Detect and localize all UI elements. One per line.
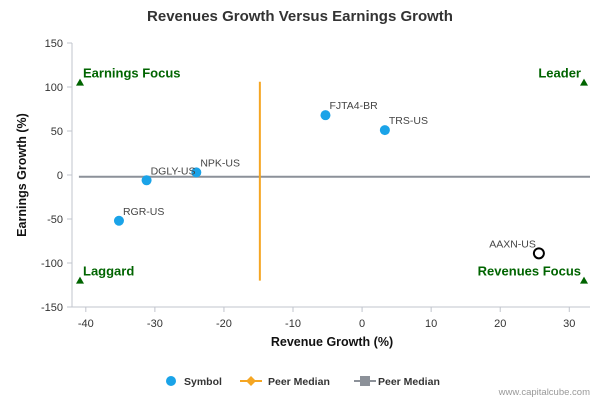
quadrant-marker-bottom-right	[580, 276, 588, 284]
quadrant-label-revenues-focus: Revenues Focus	[478, 264, 581, 279]
y-tick-label: 0	[57, 170, 63, 182]
x-tick-label: 20	[494, 318, 506, 330]
y-tick-label: -50	[47, 214, 63, 226]
legend-peer-median-y-marker	[360, 376, 370, 386]
quadrant-labels: Earnings Focus Leader Laggard Revenues F…	[76, 66, 588, 284]
legend[interactable]: Symbol Peer Median Peer Median	[166, 376, 440, 388]
y-tick-label: 150	[45, 38, 63, 50]
data-point-label: RGR-US	[123, 206, 164, 218]
legend-symbol-marker	[166, 376, 176, 386]
y-tick-label: 100	[45, 82, 63, 94]
quadrant-label-laggard: Laggard	[83, 264, 134, 279]
peer-median-lines	[78, 81, 590, 281]
x-tick-label: -10	[285, 318, 301, 330]
quadrant-marker-top-left	[76, 78, 84, 86]
x-axis-title: Revenue Growth (%)	[271, 335, 393, 349]
data-point-label: AAXN-US	[489, 238, 536, 250]
legend-peer-median-x-label[interactable]: Peer Median	[268, 376, 330, 388]
data-point	[320, 110, 331, 121]
data-point	[113, 215, 124, 226]
data-point-label: FJTA4-BR	[329, 100, 378, 112]
data-point	[379, 125, 390, 136]
x-tick-label: -20	[216, 318, 232, 330]
data-point-label: TRS-US	[389, 115, 428, 127]
data-point-highlighted	[532, 247, 545, 260]
x-tick-label: -30	[147, 318, 163, 330]
x-tick-label: 30	[563, 318, 575, 330]
data-point	[141, 175, 152, 186]
y-axis-ticks: 150 100 50 0 -50 -100 -150	[41, 38, 72, 314]
y-axis-title: Earnings Growth (%)	[15, 113, 29, 237]
quadrant-marker-bottom-left	[76, 276, 84, 284]
quadrant-label-earnings-focus: Earnings Focus	[83, 66, 181, 81]
y-tick-label: -100	[41, 258, 63, 270]
legend-peer-median-y-label[interactable]: Peer Median	[378, 376, 440, 388]
data-point	[191, 167, 202, 178]
legend-symbol-label[interactable]: Symbol	[184, 376, 222, 388]
quadrant-marker-top-right	[580, 78, 588, 86]
x-axis-ticks: -40 -30 -20 -10 0 10 20 30	[78, 307, 575, 330]
x-tick-label: -40	[78, 318, 94, 330]
data-points: FJTA4-BR TRS-US NPK-US DGLY-US RGR-US AAXN-US	[113, 100, 545, 260]
data-point-label: DGLY-US	[151, 165, 196, 177]
chart-title: Revenues Growth Versus Earnings Growth	[147, 8, 453, 25]
y-tick-label: 50	[51, 126, 63, 138]
x-tick-label: 0	[359, 318, 365, 330]
credit-text: www.capitalcube.com	[498, 387, 590, 398]
x-tick-label: 10	[425, 318, 437, 330]
data-point-label: NPK-US	[200, 157, 240, 169]
y-tick-label: -150	[41, 302, 63, 314]
quadrant-label-leader: Leader	[538, 66, 581, 81]
legend-peer-median-x-marker	[246, 376, 256, 386]
